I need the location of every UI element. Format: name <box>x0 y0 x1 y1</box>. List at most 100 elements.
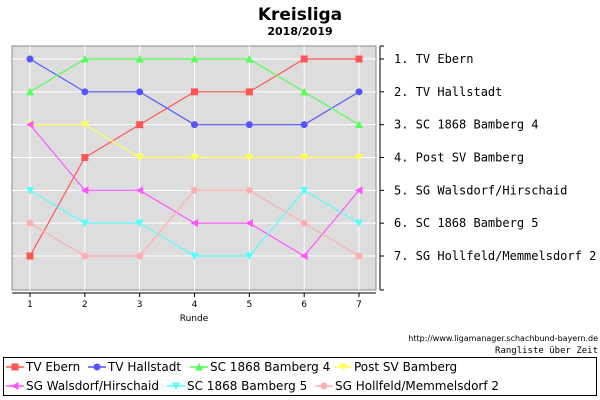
legend-swatch-icon <box>88 363 106 371</box>
data-point <box>26 186 34 195</box>
x-tick-label: 5 <box>246 300 252 310</box>
legend-marker-icon <box>11 363 19 371</box>
data-point <box>26 55 34 63</box>
data-point <box>355 219 363 228</box>
data-point <box>355 120 363 129</box>
ranking-label: 6. SC 1868 Bamberg 5 <box>394 216 539 230</box>
data-point <box>26 252 34 260</box>
data-point <box>355 186 363 195</box>
series-tv-ebern <box>26 55 363 260</box>
data-point <box>300 121 308 129</box>
x-axis: 1 2 3 4 5 6 7 <box>12 292 376 310</box>
series-sg-walsdorf-hirschaid <box>26 120 363 260</box>
legend-label: SC 1868 Bamberg 5 <box>187 379 308 393</box>
chart-caption: Rangliste über Zeit <box>495 346 598 356</box>
x-tick-label: 7 <box>356 300 362 310</box>
legend-label: SC 1868 Bamberg 4 <box>210 360 331 374</box>
chart-title: Kreisliga <box>258 5 342 25</box>
legend-marker-icon <box>195 363 203 371</box>
ranking-label: 4. Post SV Bamberg <box>394 151 524 165</box>
data-point <box>300 252 308 260</box>
ranking-labels: 1. TV Ebern 2. TV Hallstadt 3. SC 1868 Bam… <box>394 52 596 263</box>
x-tick-label: 2 <box>82 300 88 310</box>
data-point <box>191 186 198 194</box>
legend-swatch-icon <box>334 363 352 371</box>
chart-subtitle: 2018/2019 <box>267 25 332 38</box>
data-point <box>81 154 89 161</box>
data-point <box>191 88 198 96</box>
legend-marker-icon <box>339 363 347 371</box>
legend-item-sc-1868-bamberg-5: SC 1868 Bamberg 5 <box>167 377 307 395</box>
data-point <box>245 121 253 129</box>
legend-item-tv-ebern: TV Ebern <box>6 358 80 376</box>
data-point <box>191 121 198 129</box>
data-point <box>245 219 253 228</box>
data-point <box>300 219 308 227</box>
ranking-label: 5. SG Walsdorf/Hirschaid <box>394 183 567 197</box>
data-point <box>355 154 363 162</box>
legend-label: Post SV Bamberg <box>354 360 458 374</box>
data-point <box>190 55 199 63</box>
data-point <box>26 219 34 227</box>
ranking-label: 2. TV Hallstadt <box>394 85 502 99</box>
data-point <box>245 88 253 96</box>
data-point <box>355 55 363 63</box>
x-tick-label: 6 <box>301 300 307 310</box>
ranking-label: 3. SC 1868 Bamberg 4 <box>394 118 539 132</box>
data-point <box>136 252 144 260</box>
data-point <box>80 219 89 228</box>
data-point <box>245 186 253 194</box>
legend-item-sg-hollfeld-memmelsdorf-2: SG Hollfeld/Memmelsdorf 2 <box>315 377 499 395</box>
data-point <box>190 219 198 228</box>
data-point <box>81 88 89 96</box>
data-point <box>245 252 254 260</box>
data-point <box>355 252 363 260</box>
data-point <box>135 154 144 162</box>
data-point <box>135 186 144 195</box>
data-point <box>300 87 309 96</box>
data-point <box>300 154 309 162</box>
data-point <box>190 252 199 260</box>
series-sc-1868-bamberg-5 <box>26 186 363 260</box>
data-point <box>300 186 309 195</box>
data-point <box>81 252 89 260</box>
data-point <box>136 121 144 129</box>
legend-label: TV Ebern <box>26 360 81 374</box>
legend-item-sc-1868-bamberg-4: SC 1868 Bamberg 4 <box>190 358 330 376</box>
legend-marker-icon <box>172 382 180 390</box>
series-sg-hollfeld-memmelsdorf-2 <box>26 186 363 260</box>
legend-marker-icon <box>93 363 101 371</box>
legend-swatch-icon <box>315 382 333 390</box>
x-tick-label: 3 <box>137 300 143 310</box>
data-point <box>300 55 308 63</box>
data-point <box>80 121 89 129</box>
legend: TV Ebern TV Hallstadt SC 1868 Bamberg 4 Pos… <box>3 357 597 396</box>
series-sc-1868-bamberg-4 <box>26 55 363 129</box>
ranking-label: 7. SG Hollfeld/Memmelsdorf 2 <box>394 249 596 263</box>
legend-swatch-icon <box>167 382 185 390</box>
legend-item-tv-hallstadt: TV Hallstadt <box>88 358 181 376</box>
data-point <box>135 219 144 228</box>
legend-label: SG Hollfeld/Memmelsdorf 2 <box>335 379 500 393</box>
x-tick-label: 4 <box>192 300 198 310</box>
data-point <box>26 87 34 96</box>
data-point <box>80 186 89 195</box>
data-point <box>136 88 144 96</box>
series-layer <box>26 55 363 260</box>
source-url: http://www.ligamanager.schachbund-bayern… <box>408 334 598 343</box>
legend-marker-icon <box>11 382 19 390</box>
legend-marker-icon <box>320 382 328 390</box>
legend-item-post-sv-bamberg: Post SV Bamberg <box>334 358 457 376</box>
legend-label: SG Walsdorf/Hirschaid <box>26 379 159 393</box>
legend-swatch-icon <box>6 382 24 390</box>
x-tick-label: 1 <box>27 300 33 310</box>
data-point <box>355 88 363 96</box>
data-point <box>245 55 254 63</box>
ranking-label: 1. TV Ebern <box>394 52 473 66</box>
data-point <box>245 154 254 162</box>
series-post-sv-bamberg <box>26 121 363 162</box>
x-axis-label: Runde <box>180 314 209 324</box>
legend-swatch-icon <box>190 363 208 371</box>
data-point <box>190 154 199 162</box>
data-point <box>80 55 89 63</box>
